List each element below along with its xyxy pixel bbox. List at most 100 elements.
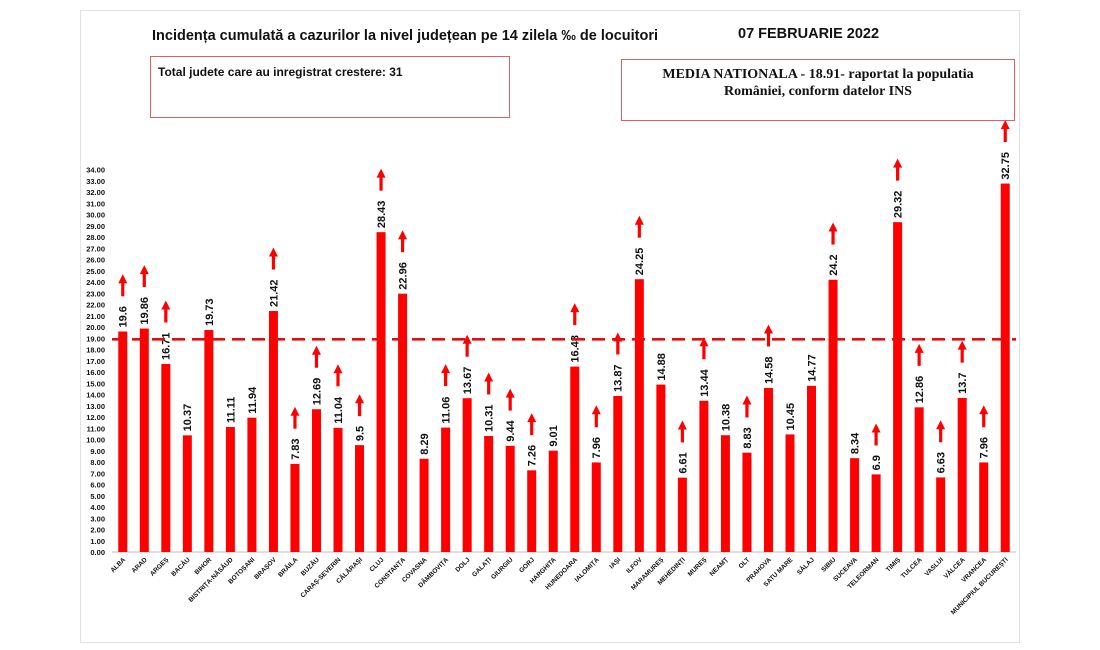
category-label: ILFOV [625, 556, 644, 575]
y-tick-label: 30.00 [86, 211, 105, 220]
value-label: 24.25 [634, 248, 646, 276]
growth-summary-box: Total judete care au inregistrat crester… [150, 56, 510, 118]
value-label: 28.43 [376, 201, 388, 229]
bar [376, 232, 386, 552]
bar [979, 462, 989, 552]
y-tick-label: 32.00 [86, 188, 105, 197]
y-tick-label: 0.00 [90, 548, 105, 557]
y-tick-label: 19.00 [86, 334, 105, 343]
bar [333, 427, 343, 552]
y-tick-label: 8.00 [90, 458, 105, 467]
growth-summary-text: Total judete care au inregistrat crester… [158, 65, 403, 79]
increase-arrow-head [763, 324, 773, 334]
bar [634, 279, 644, 552]
bar [1000, 183, 1010, 552]
category-label: VASLUI [924, 556, 946, 578]
national-average-box: MEDIA NATIONALA - 18.91- raportat la pop… [621, 59, 1015, 121]
category-label: SIBIU [820, 556, 837, 573]
category-label: ARGEȘ [149, 556, 171, 578]
value-label: 8.34 [849, 432, 861, 454]
bar [182, 435, 192, 552]
category-label: GORJ [518, 556, 536, 574]
value-label: 19.73 [204, 299, 216, 327]
category-label: BRAȘOV [253, 556, 278, 581]
bar [225, 427, 235, 552]
increase-arrow-head [161, 300, 171, 310]
increase-arrow-head [376, 168, 386, 178]
bar [936, 477, 946, 552]
y-tick-label: 29.00 [86, 222, 105, 231]
y-tick-label: 4.00 [90, 503, 105, 512]
increase-arrow-head [462, 334, 472, 344]
bar [807, 385, 817, 552]
report-date: 07 FEBRUARIE 2022 [738, 26, 880, 42]
value-label: 6.63 [936, 452, 948, 473]
y-tick-label: 20.00 [86, 323, 105, 332]
value-label: 7.26 [527, 445, 539, 466]
bar [161, 364, 171, 552]
bar [699, 400, 709, 552]
category-label: ARAD [130, 556, 148, 574]
value-label: 16.48 [570, 335, 582, 363]
increase-arrow-head [699, 337, 709, 347]
y-tick-label: 33.00 [86, 177, 105, 186]
y-tick-label: 10.00 [86, 436, 105, 445]
category-label: CLUJ [369, 556, 386, 573]
bar [139, 328, 149, 552]
bar [742, 452, 752, 552]
y-tick-label: 24.00 [86, 278, 105, 287]
bar [871, 474, 881, 552]
increase-arrow-head [570, 303, 580, 313]
y-tick-label: 23.00 [86, 289, 105, 298]
bar [204, 330, 214, 552]
bar [763, 387, 773, 552]
y-tick-label: 6.00 [90, 481, 105, 490]
y-tick-label: 5.00 [90, 492, 105, 501]
chart-frame [80, 10, 1020, 643]
value-label: 6.9 [871, 455, 883, 470]
bar [484, 436, 494, 552]
value-label: 19.86 [139, 297, 151, 325]
increase-arrow-head [268, 247, 278, 257]
value-label: 10.37 [182, 404, 194, 432]
increase-arrow-head [333, 364, 343, 374]
value-label: 8.29 [419, 433, 431, 454]
value-label: 11.04 [333, 396, 345, 424]
increase-arrow-head [311, 345, 321, 355]
bar [419, 458, 429, 552]
value-label: 10.31 [484, 404, 496, 432]
y-tick-label: 16.00 [86, 368, 105, 377]
national-average-line1: MEDIA NATIONALA - 18.91- raportat la pop… [662, 67, 974, 82]
y-tick-label: 3.00 [90, 514, 105, 523]
value-label: 10.38 [720, 404, 732, 432]
category-label: BRĂILA [276, 555, 300, 579]
bar [850, 458, 860, 552]
value-label: 13.67 [462, 367, 474, 395]
category-label: GIURGIU [490, 556, 515, 581]
increase-arrow-head [527, 413, 537, 423]
national-average-line2: României, conform datelor INS [724, 84, 912, 99]
increase-arrow-head [677, 420, 687, 430]
y-tick-label: 9.00 [90, 447, 105, 456]
value-label: 13.7 [957, 372, 969, 393]
y-tick-label: 28.00 [86, 233, 105, 242]
value-label: 7.96 [979, 437, 991, 458]
y-tick-label: 2.00 [90, 526, 105, 535]
value-label: 8.83 [742, 427, 754, 448]
increase-arrow-head [914, 343, 924, 353]
increase-arrow-head [979, 405, 989, 415]
bar [591, 462, 601, 552]
y-tick-label: 31.00 [86, 199, 105, 208]
value-label: 11.06 [441, 397, 453, 424]
y-tick-label: 13.00 [86, 402, 105, 411]
bar [720, 435, 730, 552]
increase-arrow-head [118, 274, 128, 284]
value-label: 11.11 [225, 397, 237, 423]
value-label: 19.6 [118, 306, 130, 327]
value-label: 12.69 [311, 378, 323, 406]
value-label: 10.45 [785, 403, 797, 431]
bar [398, 293, 408, 552]
bar [677, 477, 687, 552]
bar [893, 222, 903, 552]
